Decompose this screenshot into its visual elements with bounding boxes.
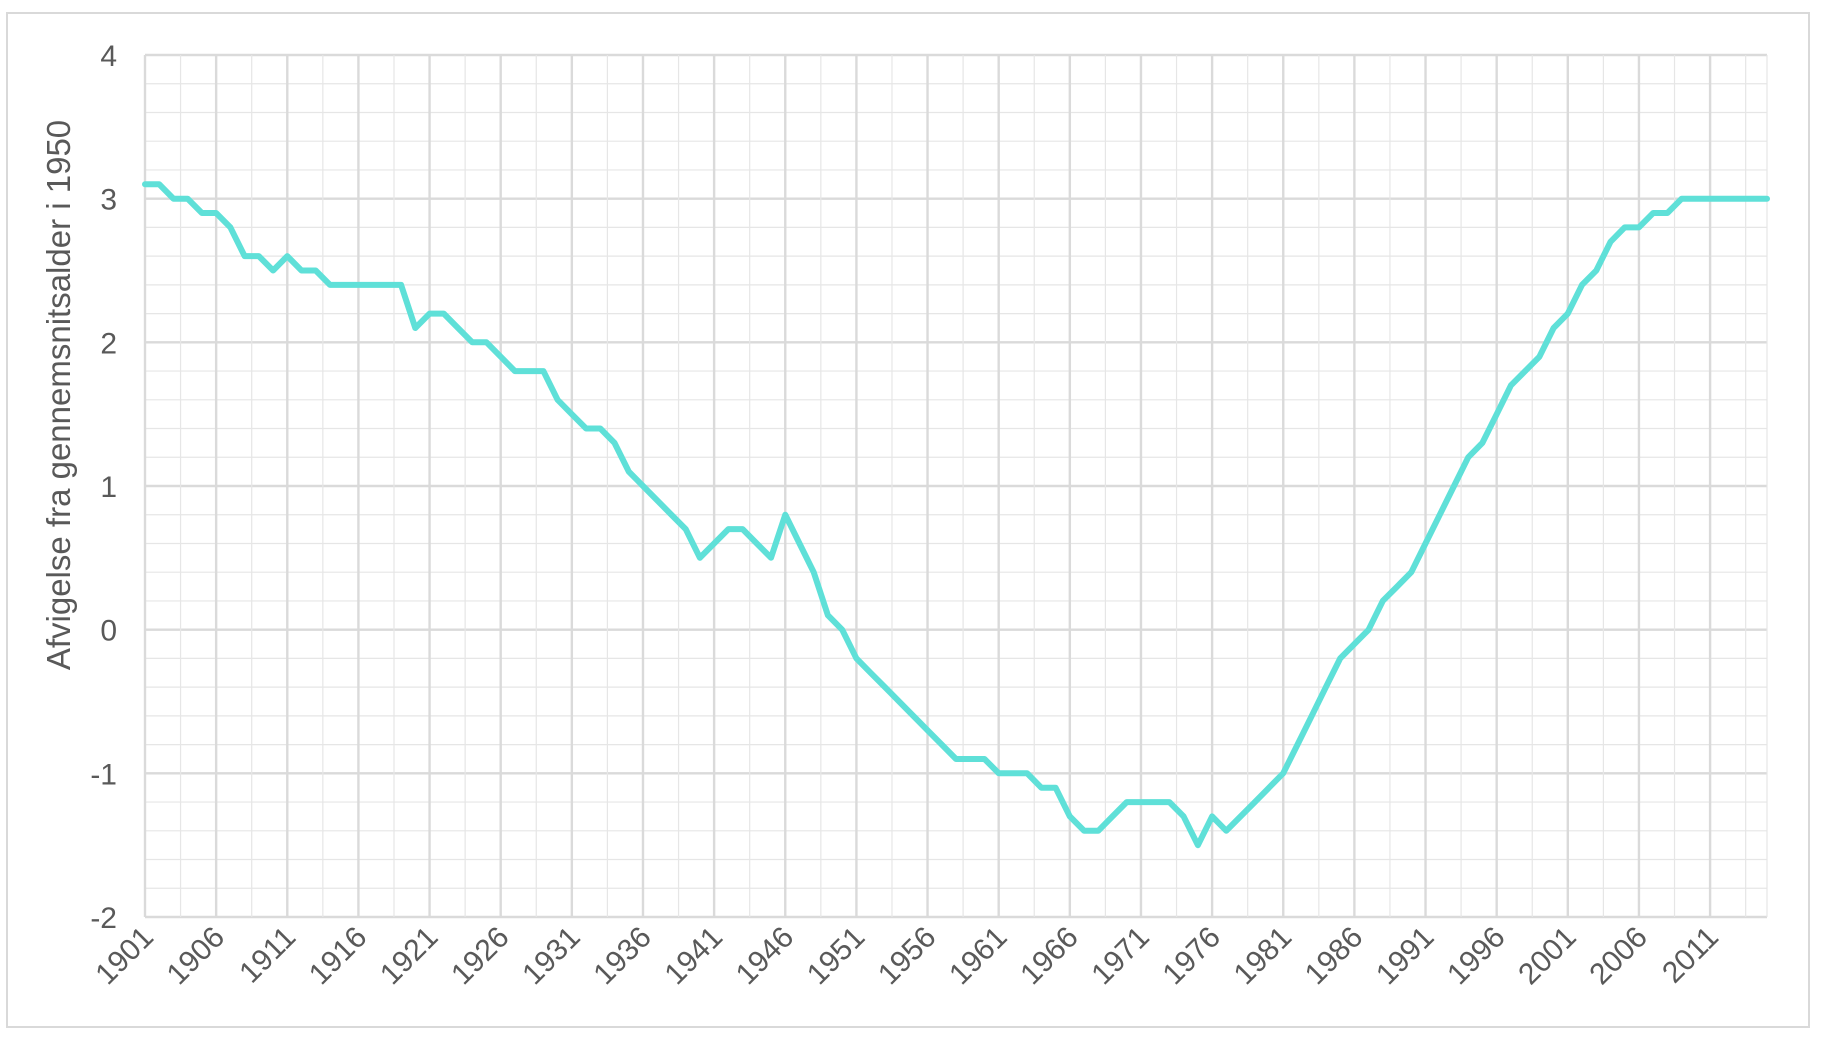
y-tick-label: 2 <box>100 327 117 360</box>
x-tick-label: 1961 <box>943 921 1014 992</box>
x-tick-label: 2001 <box>1512 921 1583 992</box>
chart-frame <box>6 12 1810 1028</box>
series-line <box>142 181 1770 849</box>
x-tick-label: 1986 <box>1299 921 1370 992</box>
x-tick-label: 1916 <box>303 921 374 992</box>
x-tick-label: 2006 <box>1583 921 1654 992</box>
x-tick-label: 1906 <box>161 921 232 992</box>
major-gridlines <box>145 53 1767 919</box>
x-tick-label: 1951 <box>801 921 872 992</box>
x-tick-label: 1976 <box>1157 921 1228 992</box>
series-layer <box>142 181 1770 849</box>
x-tick-label: 1946 <box>730 921 801 992</box>
x-tick-label: 1941 <box>659 921 730 992</box>
x-tick-label: 1996 <box>1441 921 1512 992</box>
y-tick-label: 4 <box>100 40 117 73</box>
x-tick-label: 1991 <box>1370 921 1441 992</box>
x-tick-labels: 1901 1906 1911 1916 1921 1926 1931 1936 1941 1946… <box>89 921 1725 992</box>
y-tick-label: -2 <box>90 902 117 935</box>
x-tick-label: 1921 <box>374 921 445 992</box>
y-tick-label: -1 <box>90 758 117 791</box>
x-tick-label: 2011 <box>1656 921 1725 990</box>
y-tick-label: 3 <box>100 184 117 217</box>
x-tick-label: 1936 <box>587 921 658 992</box>
x-tick-label: 1926 <box>445 921 516 992</box>
y-axis-title: Afvigelse fra gennemsnitsalder i 1950 <box>40 120 77 670</box>
x-tick-label: 1931 <box>516 921 587 992</box>
y-tick-label: 0 <box>100 615 117 648</box>
y-tick-labels: -2 -1 0 1 2 3 4 <box>90 40 117 935</box>
x-tick-label: 1981 <box>1228 921 1299 992</box>
x-tick-label: 1966 <box>1014 921 1085 992</box>
x-tick-label: 1956 <box>872 921 943 992</box>
y-tick-label: 1 <box>100 471 117 504</box>
x-tick-label: 1971 <box>1085 921 1156 992</box>
x-tick-label: 1911 <box>233 921 302 990</box>
